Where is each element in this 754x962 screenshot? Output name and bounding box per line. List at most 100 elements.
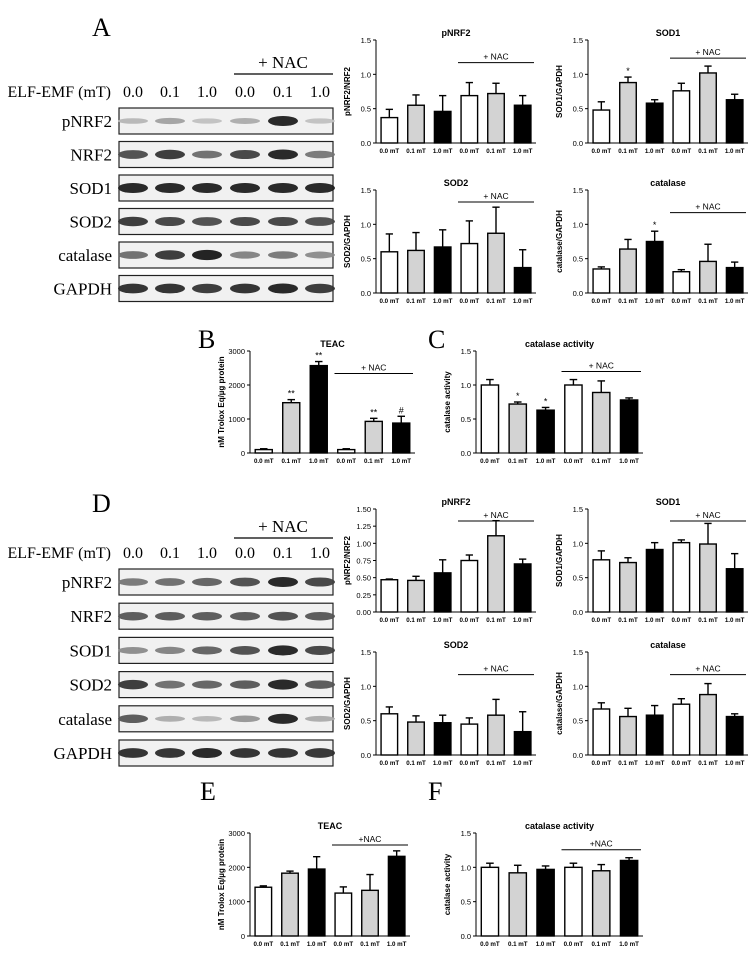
bar [508,872,528,937]
blot-band [230,149,260,160]
y-tick-label: 2000 [228,863,245,872]
blot-strip [118,602,334,630]
blot-band [268,576,298,588]
bar [672,703,691,756]
blot-row-label: NRF2 [70,607,112,626]
western-blot-d: + NAC ELF-EMF (mT) 0.0 0.1 1.0 0.0 0.1 1.0 pNRF2… [7,517,335,767]
blot-row-label: pNRF2 [62,573,112,592]
bar [309,364,328,454]
nac-label: + NAC [258,53,308,72]
nac-label: + NAC [695,664,720,674]
bar [281,872,299,937]
nac-label: + NAC [695,510,720,520]
bar [513,563,532,613]
x-tick-label: 1.0 mT [391,458,411,465]
x-tick-label: 1.0 mT [536,458,556,465]
y-tick-label: 1.0 [361,682,371,691]
y-axis-label: pNRF2/NRF2 [343,536,352,585]
x-tick-label: 0.0 mT [480,458,500,465]
bar [645,240,664,294]
blot-band [155,611,185,621]
bar [364,420,383,454]
dose-label: 0.1 [273,84,293,101]
blot-band [118,679,148,690]
blot-strip [118,174,334,202]
bar [407,249,425,294]
chart-d-sod1: SOD1 SOD1/GAPDH 0.0 0.5 1.0 1.5 0.0 mT 0.1 mT 1.… [555,497,748,624]
bar [725,715,744,756]
blot-band [118,611,148,621]
x-tick-label: 0.0 mT [592,617,612,624]
bar [591,391,611,454]
western-blots: + NAC ELF-EMF (mT) 0.0 0.1 1.0 0.0 0.1 1.0 pNRF2… [7,53,335,767]
y-tick-label: 3000 [228,829,245,838]
y-tick-label: 0.75 [356,557,371,566]
chart-title: catalase [650,640,686,650]
x-tick-label: 0.1 mT [364,458,384,465]
x-tick-label: 0.1 mT [486,298,506,305]
y-tick-label: 0.5 [461,415,471,424]
blot-band [192,150,222,159]
significance-marker: * [516,391,520,401]
y-tick-label: 1.0 [361,220,371,229]
blot-band [230,182,260,194]
bar [592,559,611,613]
x-tick-label: 0.1 mT [486,617,506,624]
blot-band [192,283,222,294]
chart-d-sod2: SOD2 SOD2/GAPDH 0.0 0.5 1.0 1.5 0.0 mT 0.1 mT 1.… [343,640,536,767]
y-tick-label: 2000 [228,381,245,390]
bar [380,579,399,613]
y-tick-label: 1.0 [461,863,471,872]
nac-label: + NAC [483,191,508,201]
blot-band [155,117,185,125]
blot-band [118,646,148,654]
blot-band [192,249,222,261]
x-tick-label: 0.1 mT [406,148,426,155]
x-tick-label: 0.1 mT [280,941,300,948]
blot-row: GAPDH [53,274,335,303]
x-tick-label: 0.1 mT [360,941,380,948]
blot-row: SOD2 [69,207,335,236]
bar [725,568,744,613]
bar [672,90,691,144]
x-tick-label: 0.0 mT [336,458,356,465]
y-tick-label: 1.0 [573,70,583,79]
x-tick-label: 0.0 mT [460,298,480,305]
blot-band [268,713,298,724]
blot-strip [118,274,334,303]
blot-band [305,118,335,124]
y-tick-label: 0.5 [573,255,583,264]
bar [619,859,639,937]
blot-band [268,182,298,194]
nac-label: + NAC [483,510,508,520]
significance-marker: ** [370,407,378,417]
x-tick-label: 1.0 mT [645,298,665,305]
bar [645,714,664,756]
x-tick-label: 1.0 mT [513,298,533,305]
bar [433,572,452,613]
y-tick-label: 1000 [228,415,245,424]
bar [254,886,273,937]
bar [619,399,639,454]
x-tick-label: 0.1 mT [406,298,426,305]
blot-band [118,118,148,124]
bar [592,708,611,756]
y-tick-label: 0.5 [573,574,583,583]
y-tick-label: 1.0 [573,539,583,548]
nac-label: +NAC [359,834,382,844]
blot-band [305,182,335,194]
chart-a-sod1: SOD1 SOD1/GAPDH 0.0 0.5 1.0 1.5 0.0 mT * 0.1 mT 1… [555,28,748,155]
panel-letter-a: A [92,13,111,42]
x-tick-label: 0.1 mT [406,617,426,624]
x-tick-label: 1.0 mT [387,941,407,948]
x-tick-label: 0.1 mT [698,760,718,767]
bar [619,81,637,144]
chart-a-catalase: catalase catalase/GAPDH 0.0 0.5 1.0 1.5 0.0 mT… [555,178,748,305]
blot-band [155,715,185,722]
blot-row: NRF2 [70,602,335,630]
blot-band [305,748,335,758]
chart-d-catalase: catalase catalase/GAPDH 0.0 0.5 1.0 1.5 0.0 mT… [555,640,748,767]
nac-label: + NAC [258,517,308,536]
dose-label: 0.0 [235,545,255,562]
bar [480,384,500,454]
